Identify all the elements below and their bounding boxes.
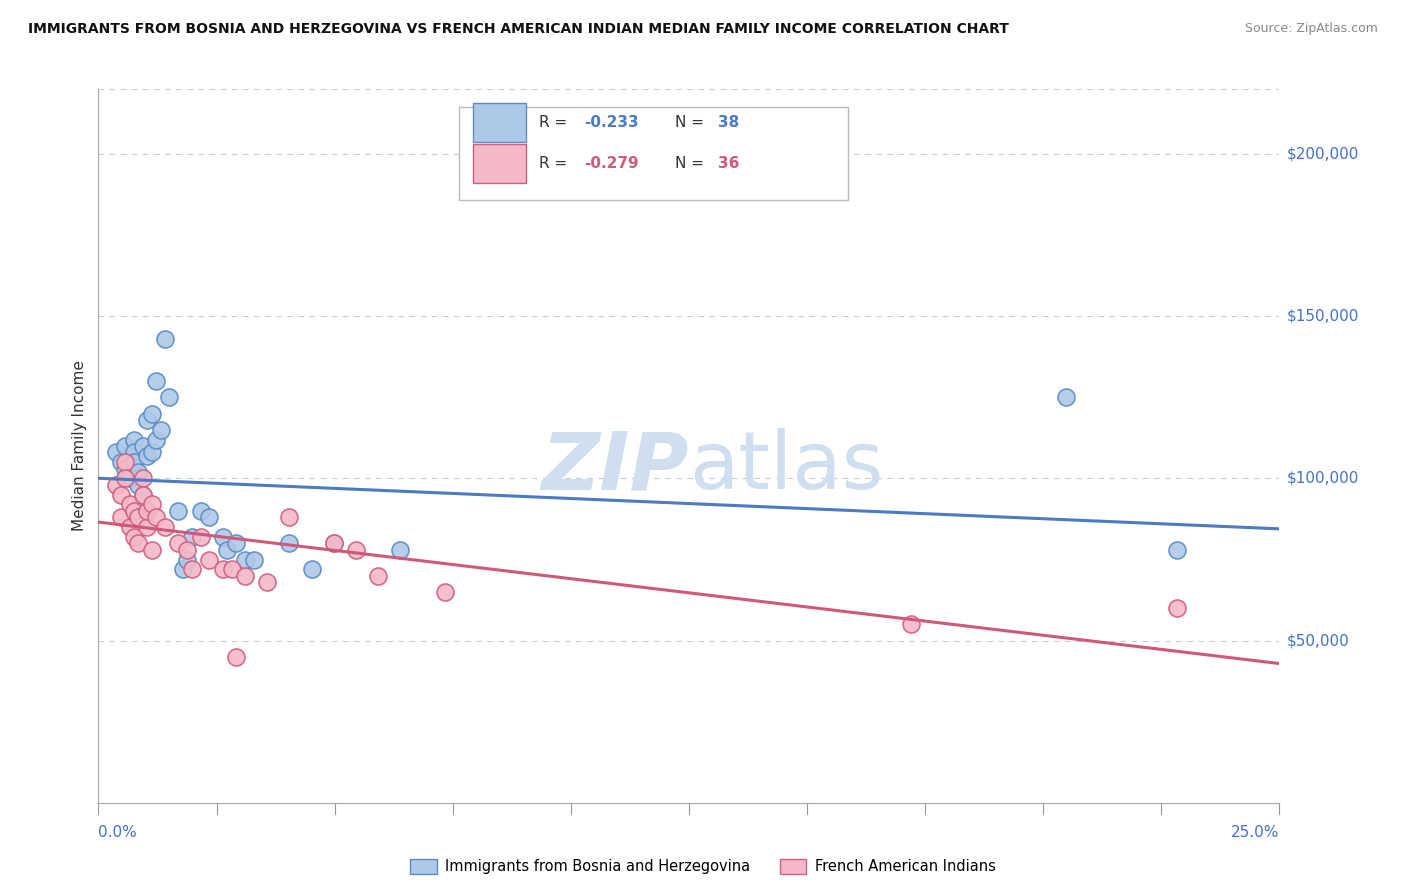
Text: N =: N = — [675, 115, 709, 130]
Point — [114, 471, 136, 485]
Point — [225, 649, 247, 664]
Text: $200,000: $200,000 — [1286, 146, 1358, 161]
Point — [141, 542, 163, 557]
Point — [132, 488, 155, 502]
Point — [110, 488, 132, 502]
Point — [1166, 601, 1188, 615]
Point — [180, 530, 202, 544]
Point — [367, 568, 389, 582]
Text: 36: 36 — [718, 156, 740, 171]
Point — [127, 510, 149, 524]
Point — [233, 552, 256, 566]
Point — [145, 433, 167, 447]
Point — [149, 423, 172, 437]
Text: R =: R = — [538, 115, 572, 130]
Point — [105, 478, 128, 492]
FancyBboxPatch shape — [472, 144, 526, 183]
Point — [136, 413, 159, 427]
Point — [141, 497, 163, 511]
Point — [233, 568, 256, 582]
Point — [110, 510, 132, 524]
Point — [211, 562, 233, 576]
Point — [132, 488, 155, 502]
Point — [433, 585, 456, 599]
Text: -0.233: -0.233 — [583, 115, 638, 130]
Point — [180, 562, 202, 576]
Point — [136, 449, 159, 463]
Point — [278, 510, 301, 524]
Point — [900, 617, 922, 632]
FancyBboxPatch shape — [472, 103, 526, 143]
Text: Source: ZipAtlas.com: Source: ZipAtlas.com — [1244, 22, 1378, 36]
Point — [198, 510, 221, 524]
Point — [114, 461, 136, 475]
Point — [153, 332, 176, 346]
Point — [344, 542, 367, 557]
Point — [217, 542, 239, 557]
Point — [167, 504, 190, 518]
Point — [122, 445, 145, 459]
Point — [118, 520, 141, 534]
Point — [278, 536, 301, 550]
Point — [145, 374, 167, 388]
Point — [114, 455, 136, 469]
Point — [136, 520, 159, 534]
Text: $100,000: $100,000 — [1286, 471, 1358, 486]
Point — [190, 504, 212, 518]
Point — [132, 471, 155, 485]
Point — [172, 562, 194, 576]
Point — [118, 471, 141, 485]
Text: 25.0%: 25.0% — [1232, 825, 1279, 840]
Point — [256, 575, 278, 590]
Point — [167, 536, 190, 550]
Point — [141, 407, 163, 421]
Point — [122, 530, 145, 544]
Text: 0.0%: 0.0% — [98, 825, 138, 840]
Point — [127, 478, 149, 492]
Text: -0.279: -0.279 — [583, 156, 638, 171]
Point — [141, 445, 163, 459]
Point — [159, 390, 181, 404]
Point — [176, 542, 198, 557]
Point — [322, 536, 344, 550]
Point — [105, 445, 128, 459]
Point — [127, 536, 149, 550]
Point — [127, 465, 149, 479]
Text: atlas: atlas — [689, 428, 883, 507]
Point — [1166, 542, 1188, 557]
Text: $50,000: $50,000 — [1286, 633, 1350, 648]
Point — [122, 504, 145, 518]
Point — [301, 562, 323, 576]
Text: N =: N = — [675, 156, 709, 171]
Point — [176, 552, 198, 566]
Text: ZIP: ZIP — [541, 428, 689, 507]
Point — [389, 542, 412, 557]
Point — [225, 536, 247, 550]
FancyBboxPatch shape — [458, 107, 848, 200]
Point — [243, 552, 266, 566]
Point — [1054, 390, 1077, 404]
Point — [118, 497, 141, 511]
Legend: Immigrants from Bosnia and Herzegovina, French American Indians: Immigrants from Bosnia and Herzegovina, … — [405, 853, 1001, 880]
Point — [153, 520, 176, 534]
Point — [221, 562, 243, 576]
Point — [132, 439, 155, 453]
Point — [322, 536, 344, 550]
Text: R =: R = — [538, 156, 572, 171]
Point — [110, 455, 132, 469]
Text: 38: 38 — [718, 115, 740, 130]
Point — [190, 530, 212, 544]
Point — [122, 455, 145, 469]
Text: IMMIGRANTS FROM BOSNIA AND HERZEGOVINA VS FRENCH AMERICAN INDIAN MEDIAN FAMILY I: IMMIGRANTS FROM BOSNIA AND HERZEGOVINA V… — [28, 22, 1010, 37]
Y-axis label: Median Family Income: Median Family Income — [72, 360, 87, 532]
Point — [198, 552, 221, 566]
Point — [122, 433, 145, 447]
Text: $150,000: $150,000 — [1286, 309, 1358, 324]
Point — [114, 439, 136, 453]
Point — [136, 504, 159, 518]
Point — [211, 530, 233, 544]
Point — [145, 510, 167, 524]
